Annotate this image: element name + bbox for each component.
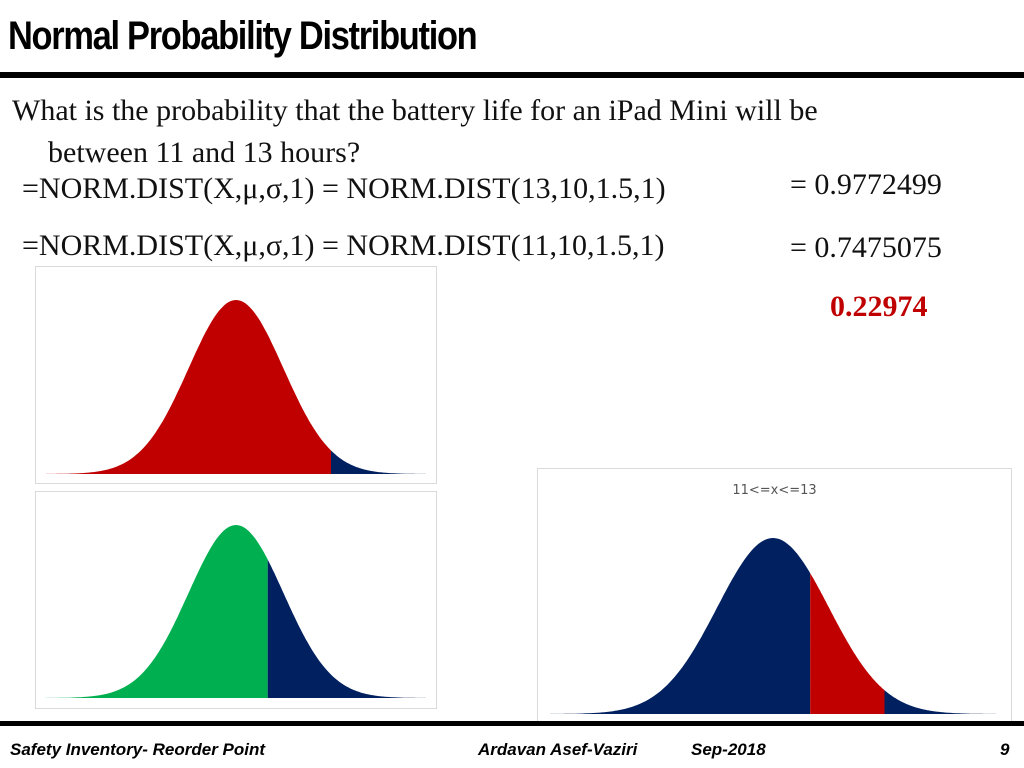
result-upper: = 0.9772499 (790, 168, 942, 201)
area-above-13 (884, 690, 996, 714)
question-line-2: between 11 and 13 hours? (48, 136, 361, 169)
footer-divider (0, 721, 1024, 726)
chart-panel-cdf-11 (35, 491, 437, 709)
area-above-13 (331, 450, 426, 474)
area-below-11 (46, 525, 268, 698)
area-below-13 (46, 300, 331, 474)
title-divider (0, 72, 1024, 78)
area-below-11 (550, 538, 811, 714)
slide-title: Normal Probability Distribution (8, 14, 478, 58)
chart-panel-between: 11<=x<=13 (537, 468, 1012, 726)
footer-course: Safety Inventory- Reorder Point (10, 740, 266, 759)
formula-upper: =NORM.DIST(X,μ,σ,1) = NORM.DIST(13,10,1.… (22, 172, 666, 205)
probability-difference: 0.22974 (830, 290, 928, 323)
chart-title: 11<=x<=13 (732, 483, 817, 498)
normal-curve-chart-13 (46, 300, 426, 474)
area-between-11-and-13 (810, 573, 885, 714)
footer-date: Sep-2018 (691, 740, 766, 759)
footer-author: Ardavan Asef-Vaziri (478, 740, 638, 759)
normal-curve-chart-between (550, 538, 996, 714)
question-line-1: What is the probability that the battery… (12, 94, 818, 127)
area-above-11 (267, 559, 426, 698)
result-lower: = 0.7475075 (790, 231, 942, 264)
chart-panel-cdf-13 (35, 266, 437, 484)
formula-lower: =NORM.DIST(X,μ,σ,1) = NORM.DIST(11,10,1.… (22, 229, 665, 262)
normal-curve-chart-11 (46, 525, 426, 698)
page-number: 9 (1000, 740, 1010, 759)
